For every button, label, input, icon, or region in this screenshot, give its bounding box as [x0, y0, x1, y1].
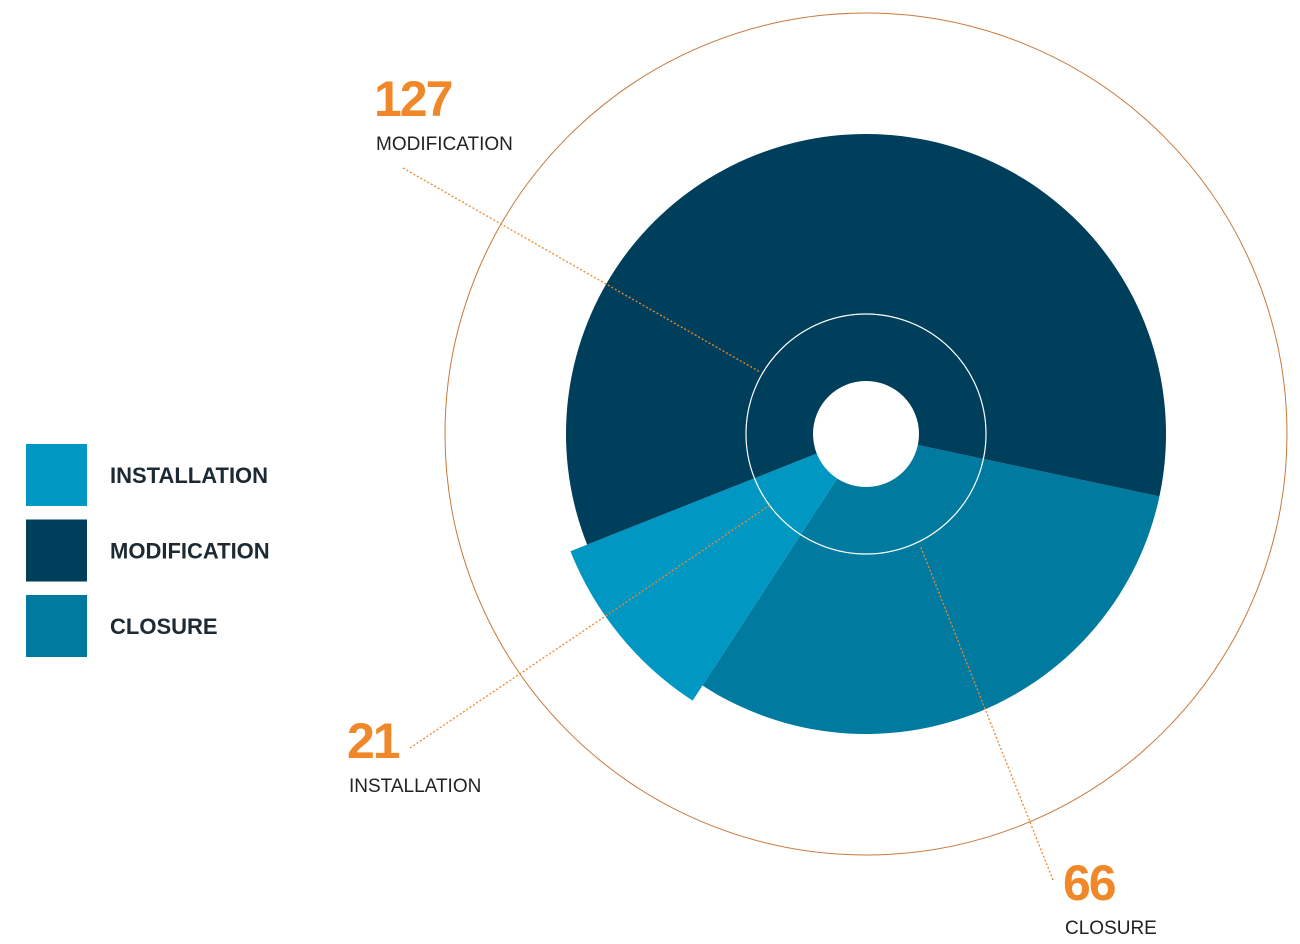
leader-line [402, 167, 761, 373]
legend-label: CLOSURE [110, 614, 218, 639]
legend-swatch [26, 519, 87, 582]
category-label: MODIFICATION [376, 134, 513, 155]
slice [702, 434, 1160, 734]
value-label: 127 [374, 71, 452, 127]
inner-ring [745, 313, 987, 555]
labels: 21 INSTALLATION 127 MODIFICATION 66 CLOSURE [347, 71, 1157, 939]
leader-line [409, 504, 771, 749]
legend-label: INSTALLATION [110, 463, 268, 488]
center-hole [813, 381, 919, 487]
legend: INSTALLATION MODIFICATION CLOSURE [26, 444, 270, 657]
value-label: 66 [1063, 855, 1115, 911]
leader-line [919, 544, 1054, 881]
slice [566, 134, 1166, 545]
legend-label: MODIFICATION [110, 539, 270, 564]
legend-swatch [26, 444, 87, 506]
slice [570, 434, 866, 701]
category-label: INSTALLATION [349, 776, 481, 797]
legend-swatch [26, 595, 87, 657]
outer-ring [444, 12, 1288, 856]
category-label: CLOSURE [1065, 918, 1157, 939]
slices [566, 134, 1166, 734]
value-label: 21 [347, 713, 400, 769]
